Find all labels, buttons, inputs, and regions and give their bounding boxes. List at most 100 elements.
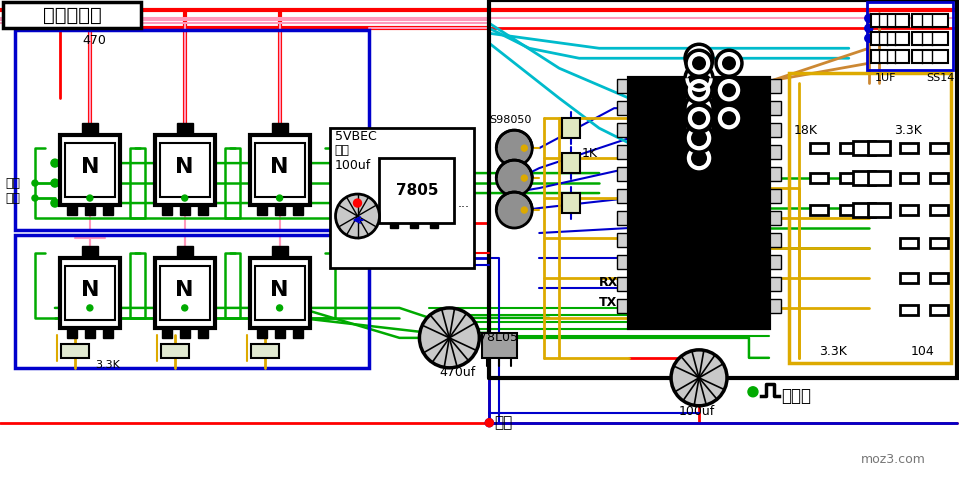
Bar [852,203,875,217]
Bar [15,30,370,230]
Circle shape [496,192,532,228]
Bar [275,205,284,215]
Circle shape [691,110,707,126]
Bar [177,246,193,258]
Circle shape [685,144,713,172]
Circle shape [496,130,532,166]
Bar [411,223,419,228]
Text: 78L05: 78L05 [479,331,518,344]
Bar [250,135,309,205]
Text: 100uf: 100uf [334,159,371,172]
Circle shape [686,105,712,131]
Text: 电机: 电机 [5,192,20,205]
Bar [617,79,629,93]
Text: N: N [271,157,289,177]
Circle shape [685,84,713,112]
Bar [379,158,454,223]
Circle shape [686,77,712,103]
Circle shape [336,194,379,238]
Circle shape [692,111,706,125]
Bar [82,123,98,135]
Bar [867,2,952,70]
Text: N: N [81,157,99,177]
Bar [769,123,780,137]
Circle shape [486,419,493,427]
Circle shape [276,194,283,202]
Bar [84,328,95,338]
Bar [84,205,95,215]
Circle shape [85,194,94,202]
Bar [60,258,120,328]
Circle shape [692,83,706,97]
Bar [900,238,918,248]
Bar [789,73,950,363]
Circle shape [671,350,727,406]
Circle shape [85,304,94,312]
Bar [810,173,828,183]
Text: N: N [271,280,289,300]
Circle shape [180,194,189,202]
Bar [810,205,828,215]
Bar [868,171,890,185]
Circle shape [181,195,188,201]
Circle shape [180,304,189,312]
Bar [840,205,858,215]
Text: 接收机: 接收机 [780,387,811,405]
Circle shape [865,174,873,182]
Circle shape [865,14,873,22]
Circle shape [716,77,742,103]
Bar [900,173,918,183]
Bar [852,141,875,155]
Bar [769,255,780,269]
Bar [482,333,517,358]
Bar [254,266,304,320]
Bar [198,205,207,215]
Bar [617,211,629,225]
Circle shape [865,24,873,33]
Bar [912,33,948,45]
Bar [868,141,890,155]
Bar [871,14,909,27]
Bar [180,205,190,215]
Circle shape [521,175,527,181]
Bar [563,118,580,138]
Circle shape [685,124,713,152]
Bar [155,135,215,205]
Bar [852,171,875,185]
Bar [929,173,948,183]
Text: 104: 104 [911,345,934,358]
Bar [929,238,948,248]
Circle shape [685,74,713,102]
Bar [159,143,209,197]
Bar [65,266,115,320]
Bar [617,255,629,269]
Bar [617,233,629,247]
Circle shape [51,159,59,167]
Text: 输出: 输出 [334,143,349,157]
Bar [871,33,909,45]
Bar [391,223,398,228]
Bar [617,189,629,203]
Bar [251,344,278,358]
Bar [769,233,780,247]
Bar [769,79,780,93]
Text: RX: RX [599,276,618,290]
Circle shape [51,199,59,207]
Bar [769,211,780,225]
Text: S98050: S98050 [490,115,532,125]
Bar [430,223,439,228]
Circle shape [32,180,38,186]
Bar [272,123,288,135]
Circle shape [716,105,742,131]
Text: 7805: 7805 [396,183,439,197]
Bar [160,344,189,358]
Bar [82,246,98,258]
Circle shape [685,104,713,132]
Circle shape [722,83,736,97]
Text: N: N [176,157,194,177]
Bar [929,305,948,315]
Text: SS14: SS14 [926,73,955,83]
Text: 电池: 电池 [494,415,513,430]
Bar [929,143,948,153]
Circle shape [32,195,38,201]
